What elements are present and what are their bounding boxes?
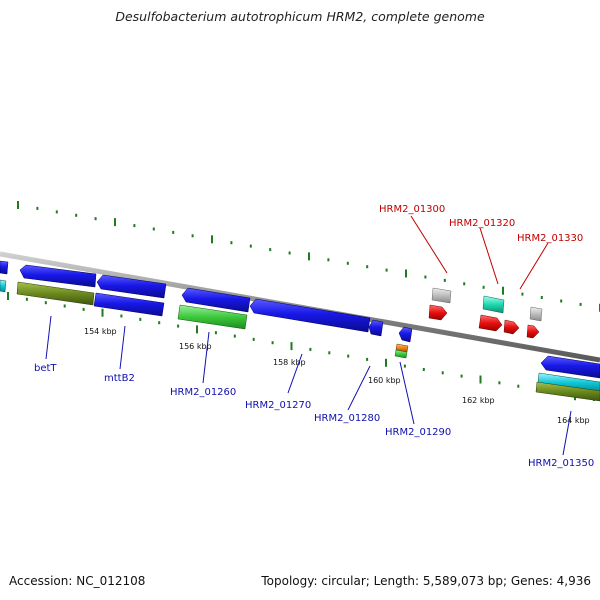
tick-label-160: 160 kbp <box>368 376 401 385</box>
gene-features <box>0 260 600 402</box>
gene-label-hrm2-01270[interactable]: HRM2_01270 <box>245 400 311 411</box>
gene-arrow-hrm2-01330-red-a[interactable] <box>503 319 520 335</box>
tick-label-164: 164 kbp <box>557 416 590 425</box>
gene-bar-left-edge-cyan[interactable] <box>0 279 7 293</box>
gene-label-hrm2-01320[interactable]: HRM2_01320 <box>449 218 515 229</box>
gene-label-hrm2-01300[interactable]: HRM2_01300 <box>379 204 445 215</box>
gene-box-hrm2-01330-gray[interactable] <box>529 306 543 322</box>
gene-arrow-hrm2-01280[interactable] <box>368 319 384 337</box>
leader-hrm2-01350 <box>562 410 572 456</box>
leader-hrm2-01270 <box>287 353 303 394</box>
tick-label-162: 162 kbp <box>462 396 495 405</box>
gene-arrow-hrm2-01290-blue[interactable] <box>398 326 413 343</box>
tick-label-158: 158 kbp <box>273 358 306 367</box>
gene-arrow-hrm2-01320-red[interactable] <box>478 314 503 332</box>
label-leader-lines <box>45 215 572 456</box>
gene-bar-hrm2-01260-green[interactable] <box>177 304 248 330</box>
gene-label-hrm2-01330[interactable]: HRM2_01330 <box>517 233 583 244</box>
map-title: Desulfobacterium autotrophicum HRM2, com… <box>115 9 485 24</box>
genome-summary-text: Topology: circular; Length: 5,589,073 bp… <box>261 574 591 588</box>
leader-mttb2 <box>119 325 126 370</box>
gene-arrow-mttb2-upper[interactable] <box>96 274 167 299</box>
gene-arrow-hrm2-01300-red[interactable] <box>428 304 448 321</box>
tick-label-154: 154 kbp <box>84 327 117 336</box>
gene-arrow-mttb2-lower[interactable] <box>93 292 165 317</box>
kbp-tick-labels: 154 kbp 156 kbp 158 kbp 160 kbp 162 kbp … <box>84 327 590 425</box>
gene-label-hrm2-01290[interactable]: HRM2_01290 <box>385 427 451 438</box>
leader-hrm2-01280 <box>347 365 371 411</box>
gene-arrow-bett-upper[interactable] <box>19 264 97 288</box>
leader-bett <box>45 315 52 360</box>
gene-arrow-left-edge-blue[interactable] <box>0 260 9 275</box>
gene-bar-bett-olive[interactable] <box>16 281 95 306</box>
gene-bar-hrm2-01350-olive[interactable] <box>535 381 600 402</box>
gene-labels: betT mttB2 HRM2_01260 HRM2_01270 HRM2_01… <box>34 204 594 469</box>
leader-hrm2-01290 <box>399 361 415 425</box>
gene-label-hrm2-01280[interactable]: HRM2_01280 <box>314 413 380 424</box>
gene-box-hrm2-01320-teal[interactable] <box>482 295 505 314</box>
gene-arrow-hrm2-01330-red-b[interactable] <box>526 324 540 339</box>
leader-hrm2-01330 <box>519 242 549 290</box>
tick-label-156: 156 kbp <box>179 342 212 351</box>
gene-arrow-hrm2-01350-blue[interactable] <box>540 355 600 379</box>
gene-bar-hrm2-01350-cyan[interactable] <box>537 372 600 393</box>
gene-label-bett[interactable]: betT <box>34 363 57 374</box>
gene-label-hrm2-01260[interactable]: HRM2_01260 <box>170 387 236 398</box>
accession-text: Accession: NC_012108 <box>9 574 146 588</box>
gene-label-hrm2-01350[interactable]: HRM2_01350 <box>528 458 594 469</box>
gene-box-hrm2-01300-gray[interactable] <box>431 287 452 304</box>
gene-arrow-hrm2-01260-upper[interactable] <box>181 287 251 313</box>
leader-hrm2-01260 <box>202 331 210 384</box>
gene-arrow-hrm2-01270[interactable] <box>249 298 371 333</box>
gene-label-mttb2[interactable]: mttB2 <box>104 373 135 384</box>
leader-hrm2-01300 <box>410 215 448 274</box>
gene-bar-hrm2-01290-green[interactable] <box>394 349 408 359</box>
leader-hrm2-01320 <box>479 227 499 285</box>
